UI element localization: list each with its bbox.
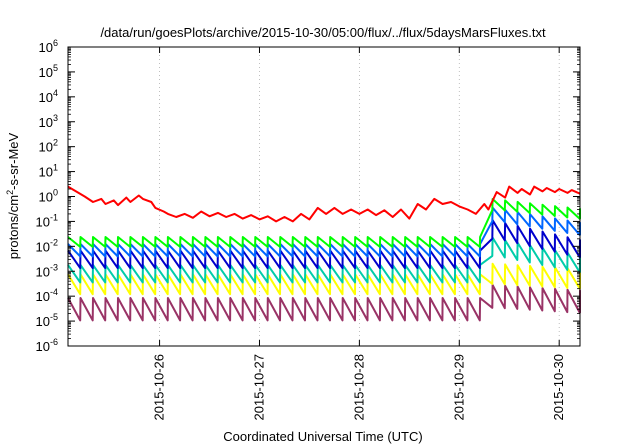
y-axis-label: protons/cm2-s-sr-MeV xyxy=(5,132,21,259)
series-group xyxy=(67,185,581,322)
x-tick-label: 2015-10-27 xyxy=(251,354,266,421)
y-tick-label: 10-4 xyxy=(36,287,58,304)
y-tick-label: 105 xyxy=(39,63,58,80)
y-tick-label: 10-5 xyxy=(36,312,58,329)
y-tick-label: 100 xyxy=(39,188,58,205)
x-axis-label: Coordinated Universal Time (UTC) xyxy=(223,429,422,444)
y-axis-label-sup: 2 xyxy=(5,190,15,195)
series-line xyxy=(67,206,581,258)
x-tick-label: 2015-10-30 xyxy=(551,354,566,421)
y-tick-label: 10-1 xyxy=(36,212,58,229)
x-tick-label: 2015-10-28 xyxy=(351,354,366,421)
y-tick-label: 10-3 xyxy=(36,262,58,279)
y-tick-label: 10-2 xyxy=(36,237,58,254)
series-line xyxy=(67,219,581,270)
x-tick-label: 2015-10-29 xyxy=(451,354,466,421)
y-tick-label: 10-6 xyxy=(36,337,58,354)
y-axis-label-suffix: -s-sr-MeV xyxy=(6,132,21,189)
chart-title: /data/run/goesPlots/archive/2015-10-30/0… xyxy=(100,25,546,40)
y-tick-label: 102 xyxy=(39,138,58,155)
y-tick-label: 104 xyxy=(39,88,58,105)
y-tick-label: 103 xyxy=(39,113,58,130)
x-tick-label: 2015-10-26 xyxy=(152,354,167,421)
y-axis-label-prefix: protons/cm xyxy=(6,195,21,259)
series-line xyxy=(67,284,581,322)
ticks: 2015-10-26 2015-10-27 2015-10-28 2015-10-29… xyxy=(36,38,580,421)
y-tick-label: 106 xyxy=(39,38,58,55)
y-tick-label: 101 xyxy=(39,163,58,180)
series-line xyxy=(67,198,581,248)
series-line xyxy=(67,185,581,223)
